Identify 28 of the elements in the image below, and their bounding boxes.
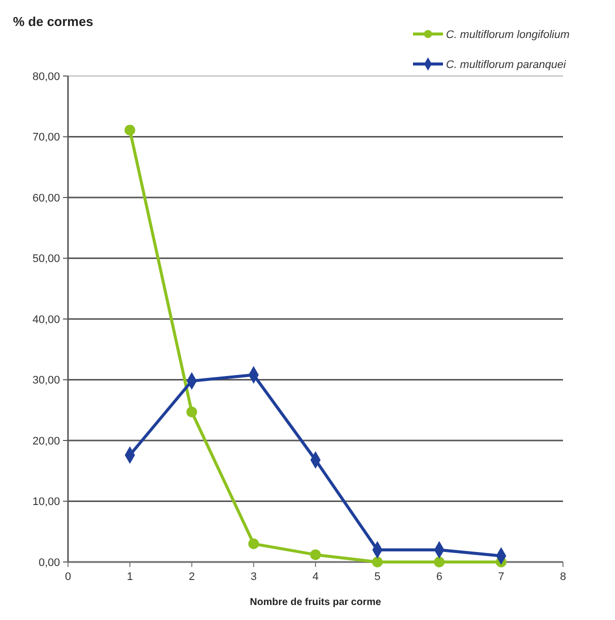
point — [248, 538, 259, 550]
point — [124, 124, 136, 136]
x-tick-label: 2 — [188, 571, 195, 583]
y-axis-title: % de cormes — [13, 14, 94, 29]
x-tick-label: 5 — [374, 571, 380, 583]
y-tick-label: 30,00 — [32, 374, 60, 387]
y-tick-label: 10,00 — [32, 496, 60, 508]
point — [310, 549, 321, 560]
x-axis-title: Nombre de fruits par corme — [250, 597, 382, 608]
x-tick-label: 7 — [498, 571, 504, 583]
point — [372, 556, 383, 568]
point — [186, 406, 198, 418]
x-tick-label: 1 — [126, 571, 133, 583]
y-tick-label: 60,00 — [32, 192, 60, 204]
legend-label: C. multiflorum paranquei — [446, 58, 566, 71]
x-tick-label: 0 — [64, 571, 72, 583]
x-tick-label: 6 — [436, 571, 442, 583]
y-tick-label: 0,00 — [38, 556, 60, 569]
y-tick-label: 70,00 — [32, 132, 60, 144]
x-tick-label: 3 — [250, 571, 257, 583]
x-tick-label: 4 — [312, 571, 319, 583]
x-tick-label: 8 — [560, 571, 566, 583]
y-tick-label: 80,00 — [32, 70, 60, 83]
y-tick-label: 50,00 — [32, 253, 60, 266]
y-tick-label: 20,00 — [32, 435, 60, 448]
y-tick-label: 40,00 — [32, 314, 60, 326]
point — [434, 556, 445, 568]
legend-label: C. multiflorum longifolium — [446, 28, 570, 41]
